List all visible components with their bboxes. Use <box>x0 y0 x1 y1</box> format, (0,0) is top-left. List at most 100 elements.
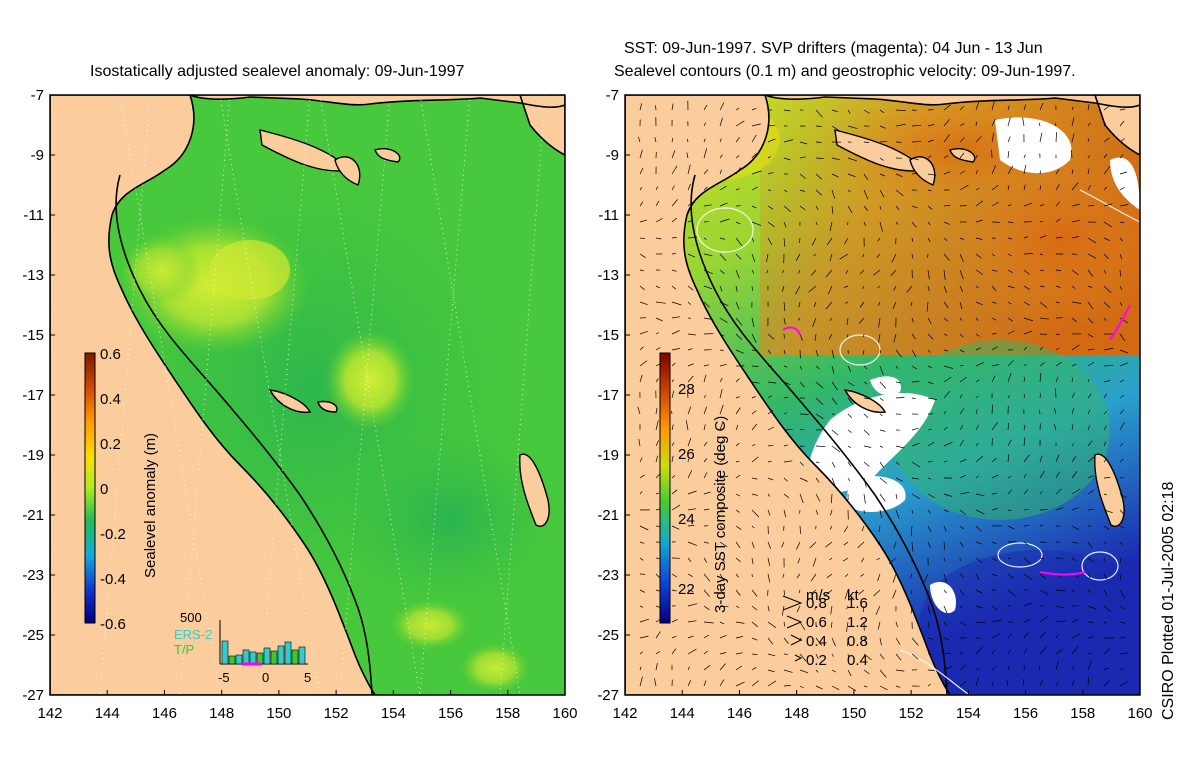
velocity-vector <box>943 637 949 641</box>
velocity-vector <box>831 653 834 657</box>
velocity-vector <box>767 333 775 340</box>
velocity-vector <box>943 285 947 293</box>
velocity-vector <box>639 605 644 608</box>
velocity-vector <box>991 589 996 591</box>
velocity-vector <box>825 301 833 310</box>
velocity-vector <box>1007 557 1012 560</box>
velocity-vector <box>671 199 678 207</box>
velocity-vector <box>815 653 819 659</box>
velocity-vector <box>639 491 643 495</box>
velocity-vector <box>687 490 697 495</box>
velocity-vector <box>815 173 823 180</box>
velocity-vector <box>815 509 819 515</box>
velocity-vector <box>911 221 917 228</box>
velocity-legend-header-ms: m/s <box>806 587 830 604</box>
velocity-vector <box>703 424 706 431</box>
velocity-vector <box>1023 154 1026 159</box>
velocity-vector <box>671 217 677 223</box>
velocity-vector <box>735 424 739 431</box>
velocity-vector <box>1007 453 1010 463</box>
sst-tick: 26 <box>678 446 695 463</box>
velocity-vector <box>1070 149 1073 159</box>
velocity-vector <box>879 173 886 177</box>
velocity-vector <box>829 525 833 530</box>
velocity-vector <box>959 237 965 240</box>
velocity-vector <box>959 681 967 687</box>
velocity-legend-kt: 0.4 <box>847 652 868 669</box>
velocity-vector <box>767 493 771 497</box>
velocity-vector <box>910 589 913 595</box>
velocity-vector <box>863 221 866 227</box>
x-tick-label: 148 <box>209 705 234 722</box>
velocity-vector <box>895 381 902 384</box>
velocity-vector <box>895 493 898 499</box>
velocity-vector <box>847 653 850 659</box>
velocity-vector <box>1103 364 1114 367</box>
velocity-vector <box>1071 507 1080 511</box>
velocity-vector <box>927 683 931 687</box>
velocity-vector <box>1087 636 1095 639</box>
velocity-vector <box>959 424 964 431</box>
velocity-vector <box>703 374 707 383</box>
velocity-vector <box>846 605 849 610</box>
velocity-vector <box>991 375 996 383</box>
velocity-vector <box>1007 589 1016 597</box>
velocity-vector <box>719 589 723 593</box>
velocity-vector <box>827 237 833 245</box>
velocity-vector <box>879 189 885 198</box>
velocity-vector <box>863 653 872 661</box>
velocity-vector <box>703 665 711 671</box>
velocity-vector <box>1007 269 1013 274</box>
velocity-vector <box>1087 425 1091 431</box>
velocity-vector <box>655 237 662 240</box>
velocity-vector <box>719 333 725 337</box>
velocity-vector <box>1087 475 1095 479</box>
velocity-vector <box>879 669 887 678</box>
velocity-vector <box>687 620 697 623</box>
velocity-vector <box>975 493 985 497</box>
velocity-vector <box>1039 557 1044 560</box>
velocity-vector <box>815 493 821 502</box>
velocity-vector <box>831 685 840 691</box>
velocity-legend-ms: 0.8 <box>806 595 827 612</box>
velocity-vector <box>767 426 775 431</box>
velocity-vector <box>1119 668 1124 671</box>
velocity-vector <box>943 441 953 447</box>
velocity-vector <box>879 509 883 519</box>
velocity-vector <box>943 349 949 352</box>
velocity-vector <box>831 397 838 405</box>
velocity-vector <box>687 253 696 258</box>
velocity-vector <box>735 636 743 639</box>
velocity-vector <box>943 541 946 551</box>
velocity-vector <box>815 381 824 389</box>
velocity-vector <box>735 237 743 247</box>
velocity-vector <box>703 148 708 159</box>
velocity-vector <box>1055 620 1066 623</box>
velocity-vector <box>655 285 661 289</box>
velocity-vector <box>1071 106 1074 111</box>
velocity-vector <box>1087 652 1092 655</box>
velocity-vector <box>783 621 786 627</box>
velocity-vector <box>1071 541 1079 544</box>
velocity-vector <box>1023 573 1033 581</box>
velocity-vector <box>1071 443 1075 447</box>
velocity-vector <box>655 105 657 111</box>
legend-tp: T/P <box>174 642 194 657</box>
velocity-vector <box>991 346 998 351</box>
velocity-vector <box>927 139 934 143</box>
velocity-vector <box>767 509 771 516</box>
velocity-vector <box>1022 679 1025 687</box>
velocity-vector <box>655 631 661 639</box>
velocity-vector <box>975 136 982 143</box>
sst-colorbar-label: 3-day SST composite (deg C) <box>712 416 729 613</box>
velocity-vector <box>783 157 791 161</box>
velocity-vector <box>639 676 643 687</box>
velocity-vector <box>927 333 934 340</box>
velocity-vector <box>766 269 769 274</box>
velocity-vector <box>1023 541 1029 546</box>
velocity-vector <box>751 637 758 641</box>
velocity-vector <box>831 365 835 374</box>
velocity-vector <box>975 333 980 337</box>
x-tick-label: 156 <box>438 705 463 722</box>
velocity-vector <box>895 221 899 225</box>
